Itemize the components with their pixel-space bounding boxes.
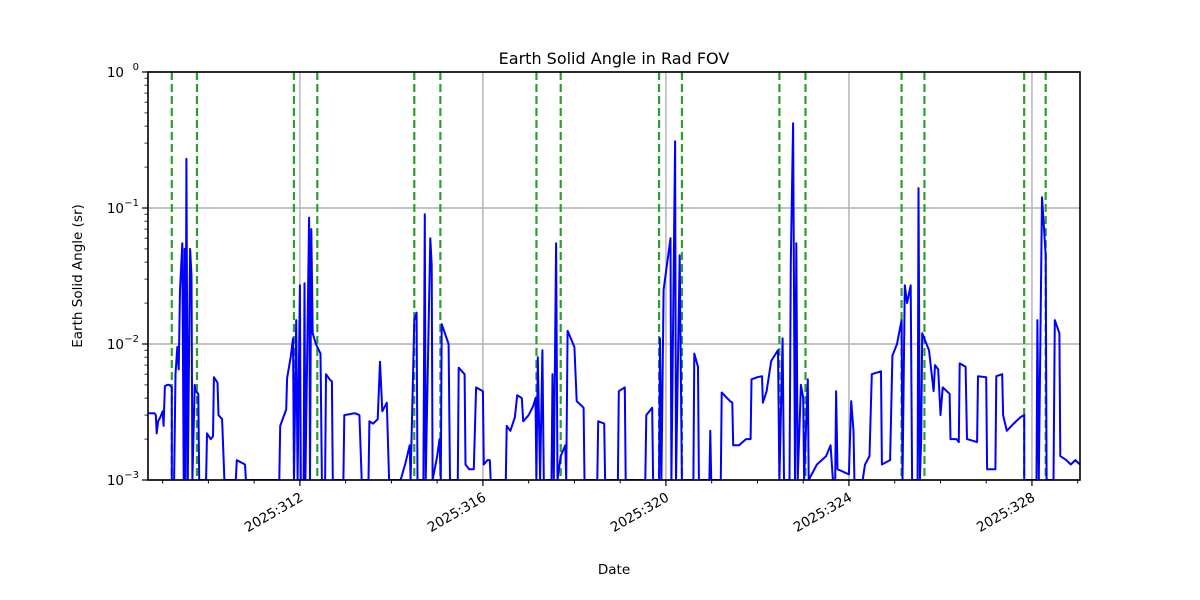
data-series-line [148,122,1080,480]
y-tick-exponent: 0 [133,62,139,73]
y-tick-label: 10 [107,337,124,353]
chart-title: Earth Solid Angle in Rad FOV [499,49,730,68]
y-tick-exponent: −2 [124,334,139,345]
y-axis-label: Earth Solid Angle (sr) [70,204,86,348]
plot-frame [147,71,1081,481]
x-axis-label: Date [598,562,630,578]
y-tick-label: 10 [107,201,124,217]
y-tick-label: 10 [107,473,124,489]
y-tick-exponent: −3 [124,470,139,481]
y-tick-exponent: −1 [124,198,139,209]
y-tick-label: 10 [107,65,124,81]
